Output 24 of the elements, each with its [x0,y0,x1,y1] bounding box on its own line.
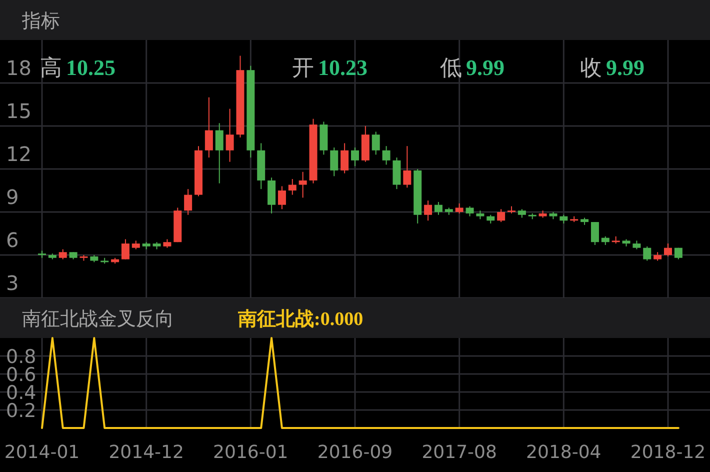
x-tick-label: 2016-01 [213,442,288,463]
annotation: 10.25 [66,55,116,80]
x-tick-label: 2014-01 [4,442,80,463]
x-tick-label: 2017-08 [422,442,497,463]
annotation: 高 [40,56,62,81]
annotation: 低 [440,56,462,81]
chart-title: 指标 [21,10,60,32]
y-tick-label: 18 [6,56,32,80]
text: 南征北战:0.000 [237,308,364,330]
y-tick-label: 15 [6,99,32,123]
y-tick-label: 6 [6,228,19,252]
annotation: 9.99 [606,55,644,80]
x-tick-label: 2016-09 [317,442,393,463]
x-tick-label: 2018-04 [526,442,602,463]
annotation: 9.99 [466,55,504,80]
y-tick-label: 12 [6,142,32,166]
chart-title: 南征北战金叉反向 [22,308,174,330]
x-tick-label: 2014-12 [108,442,184,463]
y-tick-label: 9 [6,185,19,209]
annotation: 10.23 [318,55,368,80]
y-tick-label: 3 [6,271,19,295]
annotation: 开 [292,56,314,81]
annotation: 收 [580,56,602,81]
x-tick-label: 2018-12 [630,442,706,463]
